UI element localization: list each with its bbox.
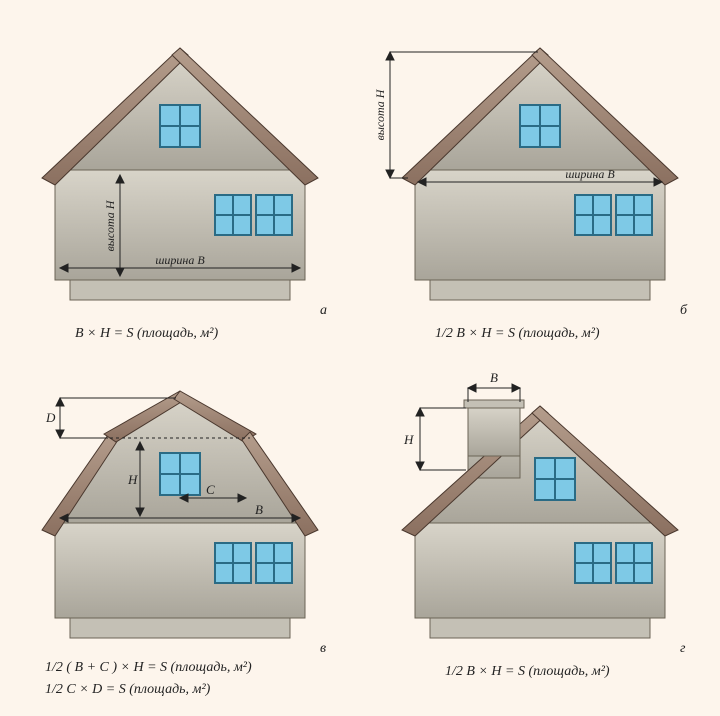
label-c: C [206, 482, 215, 497]
dim-height-label: высота H [373, 88, 387, 140]
formula-a: B × H = S (площадь, м²) [75, 326, 218, 342]
label-h: H [403, 432, 414, 447]
house-a-svg: ширина B высота H а [0, 0, 360, 358]
attic-window [160, 105, 200, 147]
panel-letter: а [320, 303, 327, 318]
label-h: H [127, 472, 138, 487]
foundation [70, 280, 290, 300]
attic-window [160, 453, 200, 495]
formula-d: 1/2 B × H = S (площадь, м²) [445, 664, 610, 680]
label-d: D [45, 410, 56, 425]
label-b: B [490, 370, 498, 385]
panel-a: ширина B высота H а B × H = S (площадь, … [0, 0, 360, 358]
panel-c: B C H D в [0, 358, 360, 716]
dim-height-label: высота H [103, 199, 117, 251]
attic-window [535, 458, 575, 500]
panel-letter: в [320, 641, 326, 656]
chimney-top [468, 406, 520, 456]
label-b: B [255, 502, 263, 517]
dim-width-label: ширина B [155, 253, 205, 267]
formula-c2: 1/2 C × D = S (площадь, м²) [45, 682, 210, 698]
diagram-grid: ширина B высота H а B × H = S (площадь, … [0, 0, 720, 716]
house-d-svg: B H г [360, 358, 720, 716]
formula-b: 1/2 B × H = S (площадь, м²) [435, 326, 600, 342]
panel-letter: б [680, 303, 688, 318]
panel-letter: г [680, 641, 686, 656]
house-b-svg: ширина B высота H б [360, 0, 720, 358]
chimney-cap2 [464, 400, 524, 408]
foundation [430, 618, 650, 638]
dim-width-label: ширина B [565, 167, 615, 181]
panel-b: ширина B высота H б 1/2 B × H = S (площа… [360, 0, 720, 358]
formula-c1: 1/2 ( B + C ) × H = S (площадь, м²) [45, 660, 252, 676]
foundation [430, 280, 650, 300]
panel-d: B H г 1/2 B × H = S (площадь, м²) [360, 358, 720, 716]
foundation [70, 618, 290, 638]
attic-window [520, 105, 560, 147]
